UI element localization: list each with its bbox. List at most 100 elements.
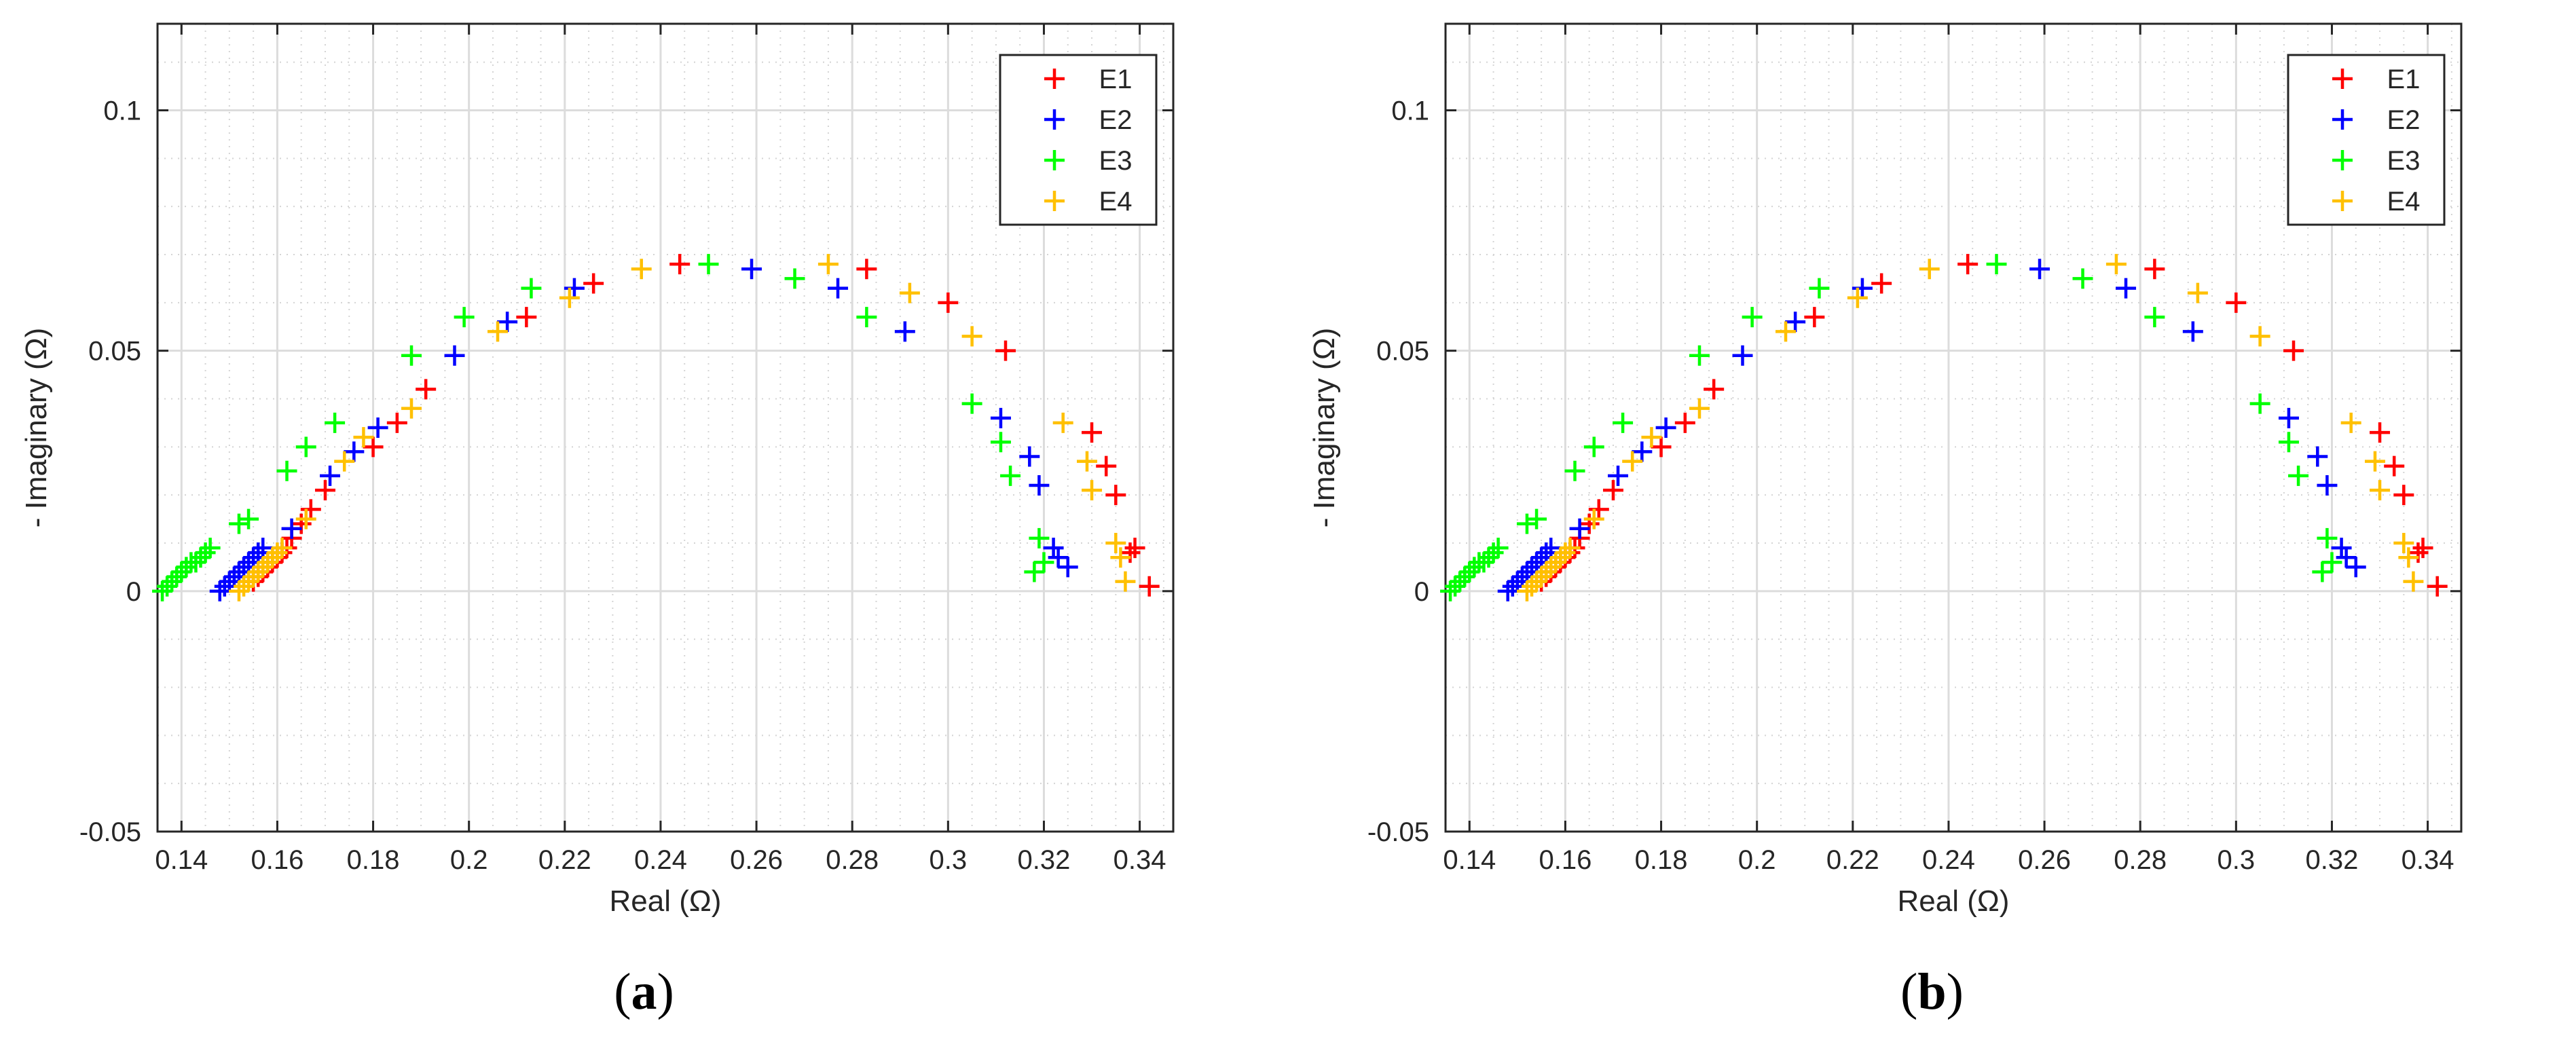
- data-point-E3: [784, 268, 805, 289]
- series-E4: [228, 254, 1136, 601]
- data-point-E1: [363, 436, 384, 458]
- data-point-E3: [2321, 552, 2342, 573]
- data-point-E3: [185, 552, 206, 573]
- legend-marker-E2: [1044, 109, 1065, 130]
- data-point-E1: [2393, 485, 2414, 506]
- data-point-E2: [1522, 557, 1543, 578]
- x-axis-label: Real (Ω): [610, 885, 722, 918]
- figure-panel-a: 0.14 0.16 0.18 0.2 0.22 0.24 0.26 0.28 0.3 0.32 0.…: [20, 22, 1175, 1020]
- legend-label-E3: E3: [2387, 146, 2421, 176]
- data-point-E3: [2317, 527, 2338, 548]
- data-point-E1: [1704, 379, 1725, 400]
- data-point-E3: [2288, 465, 2309, 486]
- data-point-E4: [1555, 542, 1576, 563]
- data-point-E1: [1579, 513, 1600, 534]
- chart-a: 0.14 0.16 0.18 0.2 0.22 0.24 0.26 0.28 0.3 0.32 0.…: [20, 22, 1175, 918]
- data-point-E1: [938, 292, 959, 313]
- data-point-E2: [990, 407, 1011, 428]
- data-point-E3: [2278, 432, 2299, 453]
- data-point-E1: [2144, 259, 2165, 280]
- data-point-E3: [2144, 307, 2165, 328]
- data-point-E2: [320, 465, 341, 486]
- data-point-E1: [1105, 485, 1126, 506]
- data-point-E2: [564, 278, 585, 299]
- data-point-E3: [1516, 513, 1537, 534]
- series-E4: [1516, 254, 2424, 601]
- data-point-E1: [1120, 542, 1141, 563]
- figure-panel-b: 0.14 0.16 0.18 0.2 0.22 0.24 0.26 0.28 0.3 0.32 0.…: [1288, 0, 2576, 1042]
- y-tick-label: -0.05: [79, 817, 141, 847]
- data-point-E2: [1048, 547, 1069, 568]
- data-point-E4: [272, 538, 293, 559]
- data-point-E3: [1483, 542, 1504, 563]
- data-point-E2: [2029, 259, 2050, 280]
- data-point-E1: [1804, 307, 1825, 328]
- legend-marker-E4: [1044, 191, 1065, 211]
- data-point-E3: [1473, 552, 1494, 573]
- y-tick-label: 0.05: [1376, 337, 1429, 367]
- x-tick-label: 0.2: [1738, 845, 1776, 875]
- data-point-E2: [1511, 566, 1532, 587]
- data-point-E2: [1536, 542, 1557, 563]
- data-point-E4: [559, 287, 580, 308]
- data-point-E4: [257, 552, 278, 573]
- data-point-E1: [1588, 499, 1609, 520]
- data-point-E3: [454, 307, 475, 328]
- legend: E1 E2 E3 E4: [2287, 54, 2446, 226]
- data-point-E4: [295, 508, 316, 529]
- data-point-E1: [856, 259, 877, 280]
- data-point-E4: [2340, 412, 2361, 433]
- data-point-E2: [741, 259, 762, 280]
- data-point-E1: [583, 273, 604, 294]
- data-point-E4: [1775, 321, 1797, 342]
- data-point-E4: [2187, 282, 2208, 303]
- data-point-E3: [171, 561, 192, 582]
- data-point-E3: [856, 307, 877, 328]
- x-tick-label: 0.16: [251, 845, 303, 875]
- data-point-E3: [698, 254, 719, 275]
- data-point-E4: [2393, 533, 2414, 553]
- data-point-E3: [401, 345, 422, 366]
- data-point-E3: [1689, 345, 1710, 366]
- data-point-E3: [1613, 412, 1634, 433]
- data-point-E2: [1507, 571, 1528, 592]
- data-point-E2: [1655, 417, 1676, 438]
- data-point-E2: [497, 312, 518, 333]
- data-point-E3: [238, 508, 259, 529]
- data-point-E3: [1450, 571, 1471, 592]
- data-point-E4: [1082, 480, 1103, 501]
- data-point-E4: [631, 259, 652, 280]
- data-point-E1: [1124, 538, 1145, 559]
- data-point-E2: [894, 321, 915, 342]
- data-point-E2: [2278, 407, 2299, 428]
- data-point-E3: [1526, 508, 1547, 529]
- data-point-E1: [2408, 542, 2429, 563]
- data-point-E2: [1541, 538, 1562, 559]
- data-point-E3: [1564, 460, 1585, 481]
- data-point-E1: [2412, 538, 2433, 559]
- data-point-E4: [248, 561, 269, 582]
- data-point-E3: [1478, 547, 1499, 568]
- y-tick-label: 0: [126, 577, 141, 607]
- data-point-E3: [990, 432, 1011, 453]
- data-point-E2: [1057, 557, 1078, 578]
- data-point-E3: [1440, 580, 1461, 601]
- x-tick-label: 0.34: [1114, 845, 1166, 875]
- data-point-E2: [2182, 321, 2203, 342]
- legend-marker-E3: [1044, 150, 1065, 170]
- data-point-E4: [228, 580, 249, 601]
- data-point-E3: [1029, 527, 1050, 548]
- data-point-E1: [1602, 480, 1623, 501]
- data-point-E4: [243, 566, 264, 587]
- data-point-E4: [1052, 412, 1073, 433]
- data-point-E3: [228, 513, 249, 534]
- data-point-E3: [521, 278, 542, 299]
- data-point-E4: [2398, 547, 2419, 568]
- data-point-E4: [1541, 557, 1562, 578]
- data-point-E3: [157, 576, 178, 597]
- data-point-E4: [1076, 451, 1097, 472]
- data-point-E2: [1632, 441, 1653, 462]
- data-point-E4: [1560, 538, 1581, 559]
- data-point-E1: [1957, 254, 1979, 275]
- data-point-E3: [1464, 557, 1485, 578]
